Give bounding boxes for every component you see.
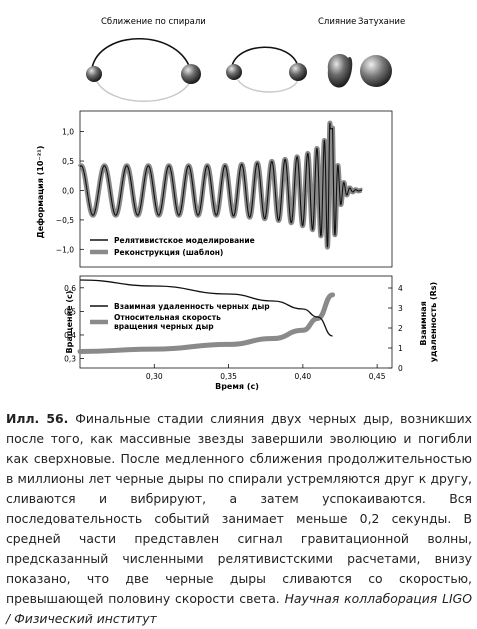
xtick-label: 0,30: [146, 372, 163, 381]
ligo-figure: Сближение по спирали Слияние Затухание 1…: [36, 17, 438, 391]
orbit-arc-1b: [95, 79, 191, 102]
strain-waveforms: [77, 120, 365, 250]
right-ytick-label: 4: [398, 284, 403, 293]
right-ytick-label: 2: [398, 324, 403, 333]
velocity-ylabel-right: Взаимная удаленность (Rs): [419, 282, 438, 362]
strain-ylabel: Деформация (10⁻²¹): [36, 146, 45, 239]
black-hole-4: [289, 63, 307, 81]
time-xlabel: Время (с): [215, 382, 259, 391]
velocity-label-line-1: Относительная скорость: [114, 313, 221, 322]
right-ytick-label: 0: [398, 364, 403, 373]
xtick-label: 0,35: [220, 372, 237, 381]
strain-frame: [79, 110, 393, 268]
orbit-arc-2a: [231, 46, 299, 67]
figure-caption: Илл. 56. Финальные стадии слияния двух ч…: [6, 409, 472, 629]
orbit-arc-1a: [91, 38, 191, 69]
velocity-chart: 0,30 0,35 0,40 0,45 0,6 0,5 0,4 0,3 4 3 2 1 0 Вращен…: [64, 275, 438, 391]
xtick-label: 0,40: [295, 372, 312, 381]
strain-chart: 1,0 0,5 0,0 −0,5 −1,0 Деформация (10⁻²¹) Рел…: [36, 110, 393, 268]
strain-ytick-label: 1,0: [62, 128, 74, 137]
right-ytick-label: 3: [398, 304, 403, 313]
series-velocity: [77, 292, 336, 354]
orbit-arc-2b: [237, 79, 299, 93]
velocity-ylabel-left: Вращение (с): [65, 291, 74, 354]
left-ytick-label: 0,5: [64, 307, 76, 316]
velocity-ticks: 0,30 0,35 0,40 0,45 0,6 0,5 0,4 0,3 4 3 2 1 0: [64, 284, 403, 381]
stage-panel: Сближение по спирали Слияние Затухание: [86, 17, 405, 102]
left-ytick-label: 0,6: [64, 284, 76, 293]
black-hole-3: [226, 64, 242, 80]
legend-label-velocity: Относительная скорость вращения черных д…: [114, 313, 223, 331]
stage-label-ringdown: Затухание: [358, 17, 405, 27]
right-label-line-1: Взаимная: [419, 301, 428, 345]
strain-ytick-label: 0,0: [62, 186, 74, 195]
velocity-label-line-2: вращения черных дыр: [114, 322, 214, 331]
xtick-label: 0,45: [369, 372, 386, 381]
series-separation: [79, 279, 333, 337]
strain-ytick-label: −1,0: [56, 245, 74, 254]
legend-label-sim: Релятивистское моделирование: [114, 236, 255, 245]
stage-label-merger: Слияние: [318, 17, 356, 27]
legend-label-separation: Взаимная удаленность черных дыр: [114, 302, 270, 311]
ringdown-shape: [360, 55, 392, 87]
left-ytick-label: 0,3: [64, 355, 76, 364]
left-ytick-label: 0,4: [64, 331, 76, 340]
merger-shape: [327, 54, 353, 88]
strain-ytick-label: 0,5: [62, 157, 74, 166]
caption-label: Илл. 56.: [6, 411, 69, 426]
stage-label-inspiral: Сближение по спирали: [101, 17, 206, 27]
black-hole-2: [181, 64, 201, 84]
velocity-series: [77, 279, 336, 354]
caption-text: Финальные стадии слияния двух черных дыр…: [6, 411, 472, 606]
right-ytick-label: 1: [398, 344, 403, 353]
strain-ytick-label: −0,5: [56, 216, 74, 225]
strain-yticks: 1,0 0,5 0,0 −0,5 −1,0: [56, 128, 84, 254]
strain-legend: Релятивистское моделирование Реконструкц…: [90, 236, 255, 257]
series-simulation: [79, 122, 363, 248]
black-hole-1: [86, 66, 102, 82]
velocity-frame: [79, 275, 393, 369]
legend-label-template: Реконструкция (шаблон): [114, 248, 223, 257]
velocity-legend: Взаимная удаленность черных дыр Относите…: [90, 302, 270, 331]
right-label-line-2: удаленность (Rs): [429, 282, 438, 362]
